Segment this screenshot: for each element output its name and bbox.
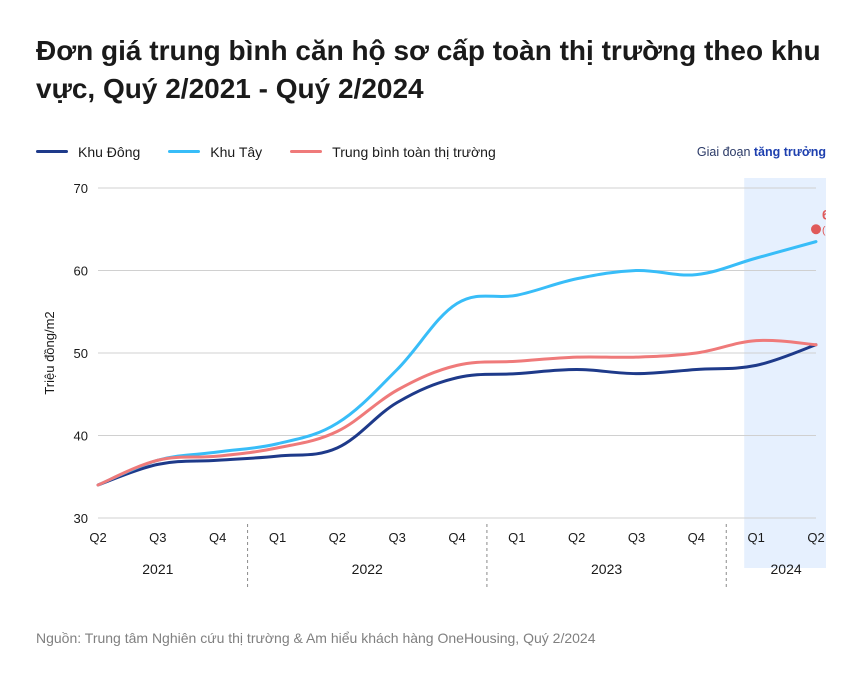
svg-text:(▲29,8% YoY): (▲29,8% YoY) bbox=[822, 224, 826, 236]
svg-text:30: 30 bbox=[74, 511, 88, 526]
svg-text:65triệu/m2: 65triệu/m2 bbox=[822, 206, 826, 222]
legend-label-1: Khu Đông bbox=[78, 144, 140, 160]
legend-label-2: Khu Tây bbox=[210, 144, 262, 160]
svg-text:Q3: Q3 bbox=[388, 530, 405, 545]
svg-text:Q2: Q2 bbox=[807, 530, 824, 545]
legend-swatch-2 bbox=[168, 150, 200, 153]
chart-container: 30 40 50 60 70 Triệu đồng/m2 Q2 Q3 Q4 Q1 Q2 Q3 Q4 Q1 Q… bbox=[36, 178, 826, 618]
phase-label: Giai đoạn tăng trưởng bbox=[697, 145, 826, 159]
svg-text:Q1: Q1 bbox=[269, 530, 286, 545]
svg-text:Q4: Q4 bbox=[209, 530, 226, 545]
legend-label-3: Trung bình toàn thị trường bbox=[332, 144, 496, 160]
svg-text:Q3: Q3 bbox=[628, 530, 645, 545]
legend: Khu Đông Khu Tây Trung bình toàn thị trư… bbox=[36, 144, 826, 160]
svg-text:Q2: Q2 bbox=[568, 530, 585, 545]
svg-text:2021: 2021 bbox=[142, 561, 173, 577]
svg-text:60: 60 bbox=[74, 263, 88, 278]
svg-text:50: 50 bbox=[74, 346, 88, 361]
svg-text:2023: 2023 bbox=[591, 561, 622, 577]
legend-swatch-1 bbox=[36, 150, 68, 153]
chart-title: Đơn giá trung bình căn hộ sơ cấp toàn th… bbox=[36, 32, 826, 108]
legend-item-series2: Khu Tây bbox=[168, 144, 262, 160]
svg-text:Q2: Q2 bbox=[329, 530, 346, 545]
svg-text:2024: 2024 bbox=[771, 561, 802, 577]
svg-text:Q1: Q1 bbox=[508, 530, 525, 545]
line-chart: 30 40 50 60 70 Triệu đồng/m2 Q2 Q3 Q4 Q1 Q2 Q3 Q4 Q1 Q… bbox=[36, 178, 826, 618]
svg-text:Triệu đồng/m2: Triệu đồng/m2 bbox=[42, 311, 57, 394]
svg-text:Q4: Q4 bbox=[688, 530, 705, 545]
svg-text:70: 70 bbox=[74, 181, 88, 196]
svg-text:Q2: Q2 bbox=[89, 530, 106, 545]
svg-text:40: 40 bbox=[74, 428, 88, 443]
source-caption: Nguồn: Trung tâm Nghiên cứu thị trường &… bbox=[36, 630, 826, 646]
legend-item-series1: Khu Đông bbox=[36, 144, 140, 160]
svg-text:Q3: Q3 bbox=[149, 530, 166, 545]
svg-text:Q1: Q1 bbox=[747, 530, 764, 545]
svg-text:Q4: Q4 bbox=[448, 530, 465, 545]
legend-swatch-3 bbox=[290, 150, 322, 153]
svg-text:2022: 2022 bbox=[352, 561, 383, 577]
legend-item-series3: Trung bình toàn thị trường bbox=[290, 144, 496, 160]
